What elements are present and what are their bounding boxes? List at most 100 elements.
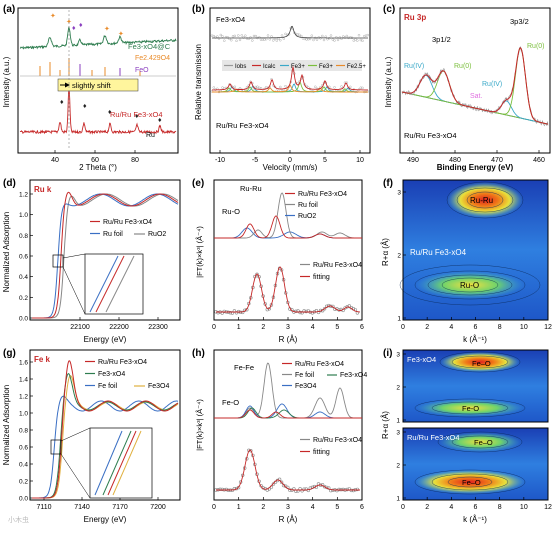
h-x-tick-label: 4 xyxy=(311,504,315,511)
b-x-tick-label: 5 xyxy=(323,157,327,164)
c-x-tick-label: 490 xyxy=(407,157,419,164)
b-x-tick-label: 0 xyxy=(288,157,292,164)
panel-b-xticks: -10 -5 0 5 10 xyxy=(215,150,364,164)
label-sample-f: Ru/Ru Fe3-xO4 xyxy=(410,248,467,257)
i-x-tick-label: 8 xyxy=(498,504,502,511)
f-x-tick-label: 2 xyxy=(425,324,429,331)
i-y-tick-label: 3 xyxy=(396,352,400,359)
wt-contour xyxy=(414,398,526,418)
legend-e: Ru/Ru Fe3-xO4 Ru foil RuO2 xyxy=(285,191,347,220)
panel-e-letter: (e) xyxy=(192,178,204,189)
e-x-tick-label: 3 xyxy=(286,324,290,331)
mossbauer-point xyxy=(298,33,301,37)
peak-3p32: 3p3/2 xyxy=(510,17,529,26)
label-ru-o-f: Ru-O xyxy=(460,281,479,290)
label-i-top-feo2: Fe-O xyxy=(462,404,479,413)
zoom-line-d2 xyxy=(62,266,86,315)
annot-ru-ru: Ru-Ru xyxy=(240,184,262,193)
comp-ru0a: Ru(0) xyxy=(454,63,472,70)
h-x-tick-label: 1 xyxy=(237,504,241,511)
xps-envelope xyxy=(401,47,549,125)
legend-h-entry: Fe3-xO4 xyxy=(340,372,367,379)
c-x-tick-label: 460 xyxy=(533,157,545,164)
f-x-tick-label: 0 xyxy=(401,324,405,331)
mossbauer-point xyxy=(361,86,364,90)
legend-g-entry: Fe3O4 xyxy=(148,383,170,390)
g-y-tick-label: 0.2 xyxy=(19,479,28,486)
panel-c-frame xyxy=(399,7,551,154)
ft-fit-point xyxy=(216,311,220,315)
mossbauer-point xyxy=(275,39,278,42)
ft-fe-fit-point xyxy=(322,485,327,489)
series-rufe xyxy=(19,87,177,135)
inset-d-sample xyxy=(95,255,125,313)
wt-contour xyxy=(414,270,526,300)
i-y-tick-label: 2 xyxy=(396,463,400,470)
ft-fe-fit-point xyxy=(296,489,300,493)
mossbauer-bottom-fit xyxy=(212,65,368,91)
d-y-tick-label: 0.6 xyxy=(19,254,28,261)
mossbauer-point xyxy=(340,85,343,88)
panel-i-ylabel: R+α (Å) xyxy=(381,411,390,439)
mossbauer-point xyxy=(223,39,226,42)
b-x-tick-label: 10 xyxy=(356,157,364,164)
mossbauer-point xyxy=(266,34,270,37)
label-rufe-bottom: Ru/Ru Fe3-xO4 xyxy=(216,121,269,130)
ft-fit-point xyxy=(298,310,302,315)
label-feo: FeO xyxy=(135,67,149,74)
ft-fit-point xyxy=(241,310,245,315)
b-x-tick-label: -10 xyxy=(215,157,225,164)
label-rufe: Ru/Ru Fe3-xO4 xyxy=(110,110,163,119)
mossbauer-point xyxy=(279,39,282,42)
edge-label-fe: Fe k xyxy=(34,355,51,364)
panel-i-top-frame xyxy=(402,349,549,423)
label-fe3o4c: Fe3-xO4@C xyxy=(128,42,171,51)
mossbauer-point xyxy=(286,88,289,91)
mossbauer-point xyxy=(221,86,224,89)
annot-ru-o: Ru-O xyxy=(222,207,240,216)
ft-fe3-xo4 xyxy=(214,407,362,419)
legend-b-entry: Fe3+ xyxy=(319,64,333,70)
ft-fe-fit-point xyxy=(271,482,276,486)
mossbauer-point xyxy=(315,38,319,41)
legend-h-fit: Ru/Ru Fe3-xO4 fitting xyxy=(300,437,362,456)
panel-g-xticks: 7110 7140 7170 7200 xyxy=(36,497,166,511)
panel-d-letter: (d) xyxy=(3,178,16,189)
series-fe3o4c xyxy=(19,26,177,50)
d-y-tick-label: 1.0 xyxy=(19,212,28,219)
mossbauer-point xyxy=(266,86,270,90)
d-x-tick-label: 22300 xyxy=(148,324,168,331)
ft-fit-points xyxy=(214,266,360,315)
panel-d-xticks: 22100 22200 22300 xyxy=(70,317,168,331)
g-y-tick-label: 1.6 xyxy=(19,360,28,367)
mossbauer-point xyxy=(312,38,315,42)
legend-h-entry: Fe3O4 xyxy=(295,383,317,390)
g-y-tick-label: 0.8 xyxy=(19,428,28,435)
label-i-bottom-feo1: Fe–O xyxy=(474,438,493,447)
panel-b-ylabel: Relative transmission xyxy=(194,44,203,120)
panel-f-yticks: 1 2 3 xyxy=(397,190,406,323)
panel-b-frame xyxy=(209,7,371,154)
mossbauer-point xyxy=(251,39,254,42)
comp-ru4b: Ru(IV) xyxy=(482,81,502,88)
f-x-tick-label: 10 xyxy=(520,324,528,331)
panel-f-letter: (f) xyxy=(383,178,393,189)
mossbauer-point xyxy=(212,86,216,89)
mossbauer-point xyxy=(272,39,275,42)
mossbauer-point xyxy=(282,37,285,40)
i-x-tick-label: 12 xyxy=(544,504,552,511)
panel-a-frame xyxy=(17,7,179,154)
ft-fe-fit-point xyxy=(292,487,296,491)
wt-contour xyxy=(451,435,509,449)
wt-contour xyxy=(437,431,523,453)
inset-d-ruo2 xyxy=(105,255,135,313)
inset-g-fe3x xyxy=(102,430,132,496)
b-x-tick-label: -5 xyxy=(252,157,258,164)
panel-h-ylabel: |FT(k)×k³| (Å⁻⁴) xyxy=(195,399,204,451)
mossbauer-point xyxy=(361,39,364,42)
comp-sat: Sat. xyxy=(470,93,483,100)
svg-text:✦: ✦ xyxy=(118,30,124,38)
mossbauer-point xyxy=(333,86,336,89)
